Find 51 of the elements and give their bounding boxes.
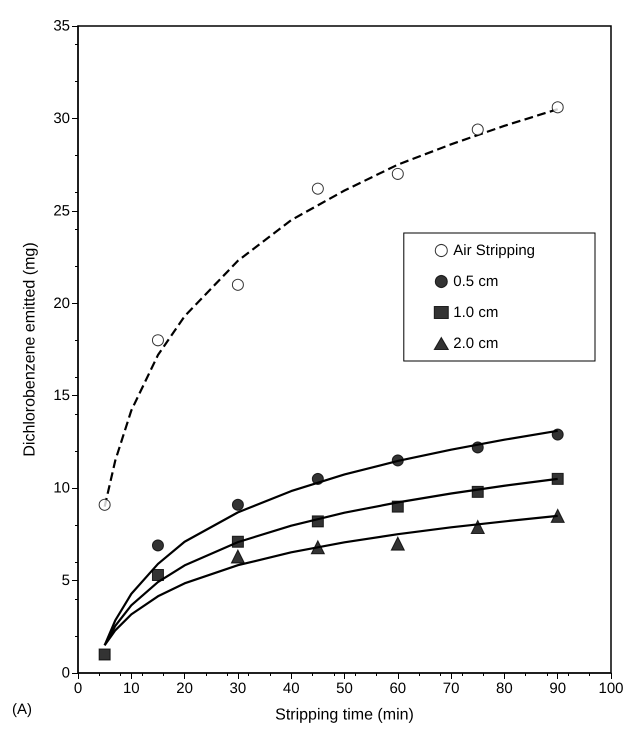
point (232, 536, 244, 548)
point (312, 515, 324, 528)
x-tick-label: 50 (336, 680, 353, 697)
point (390, 536, 405, 551)
x-tick-label: 100 (598, 680, 624, 697)
x-tick-label: 60 (389, 680, 406, 697)
point (392, 500, 404, 513)
x-tick-label: 30 (230, 680, 246, 697)
text: (A) (12, 701, 32, 718)
x-tick-label: 40 (282, 680, 300, 697)
y-tick-label: 30 (53, 110, 70, 127)
x-tick-label: 70 (442, 680, 460, 697)
point (152, 569, 164, 582)
point (392, 454, 404, 466)
legend-label: 2.0 cm (453, 335, 498, 352)
point (232, 278, 244, 291)
y-axis-title: Dichlorobenzene emitted (mg) (22, 242, 38, 457)
point (230, 550, 245, 564)
x-tick-label: 0 (74, 680, 82, 697)
point (312, 472, 324, 485)
point (470, 520, 485, 534)
y-tick-label: 25 (53, 202, 70, 220)
point (472, 441, 484, 454)
y-tick-label: 20 (53, 294, 70, 312)
x-tick-label: 10 (122, 680, 140, 697)
point (152, 539, 164, 552)
x-tick-label: 20 (176, 680, 193, 697)
y-tick-label: 35 (53, 18, 70, 34)
point (392, 168, 404, 180)
legend-label: 1.0 cm (453, 304, 498, 321)
legend-label: 0.5 cm (453, 273, 498, 290)
point (98, 648, 111, 661)
legend-label: Air Stripping (453, 242, 535, 259)
point (98, 498, 111, 511)
point (472, 124, 484, 136)
y-tick-label: 0 (62, 664, 70, 682)
point (232, 498, 244, 511)
point (310, 540, 325, 554)
point (152, 334, 164, 346)
x-tick-label: 80 (496, 680, 513, 697)
point (550, 508, 565, 523)
y-tick-label: 15 (53, 387, 70, 404)
point (472, 486, 484, 498)
y-tick-label: 5 (62, 572, 70, 590)
point (552, 472, 564, 485)
y-tick-label: 10 (53, 480, 70, 497)
point (312, 182, 324, 195)
x-tick-label: 90 (549, 680, 566, 697)
point (552, 428, 564, 441)
x-axis-title: Stripping time (min) (275, 706, 414, 724)
point (552, 101, 564, 114)
